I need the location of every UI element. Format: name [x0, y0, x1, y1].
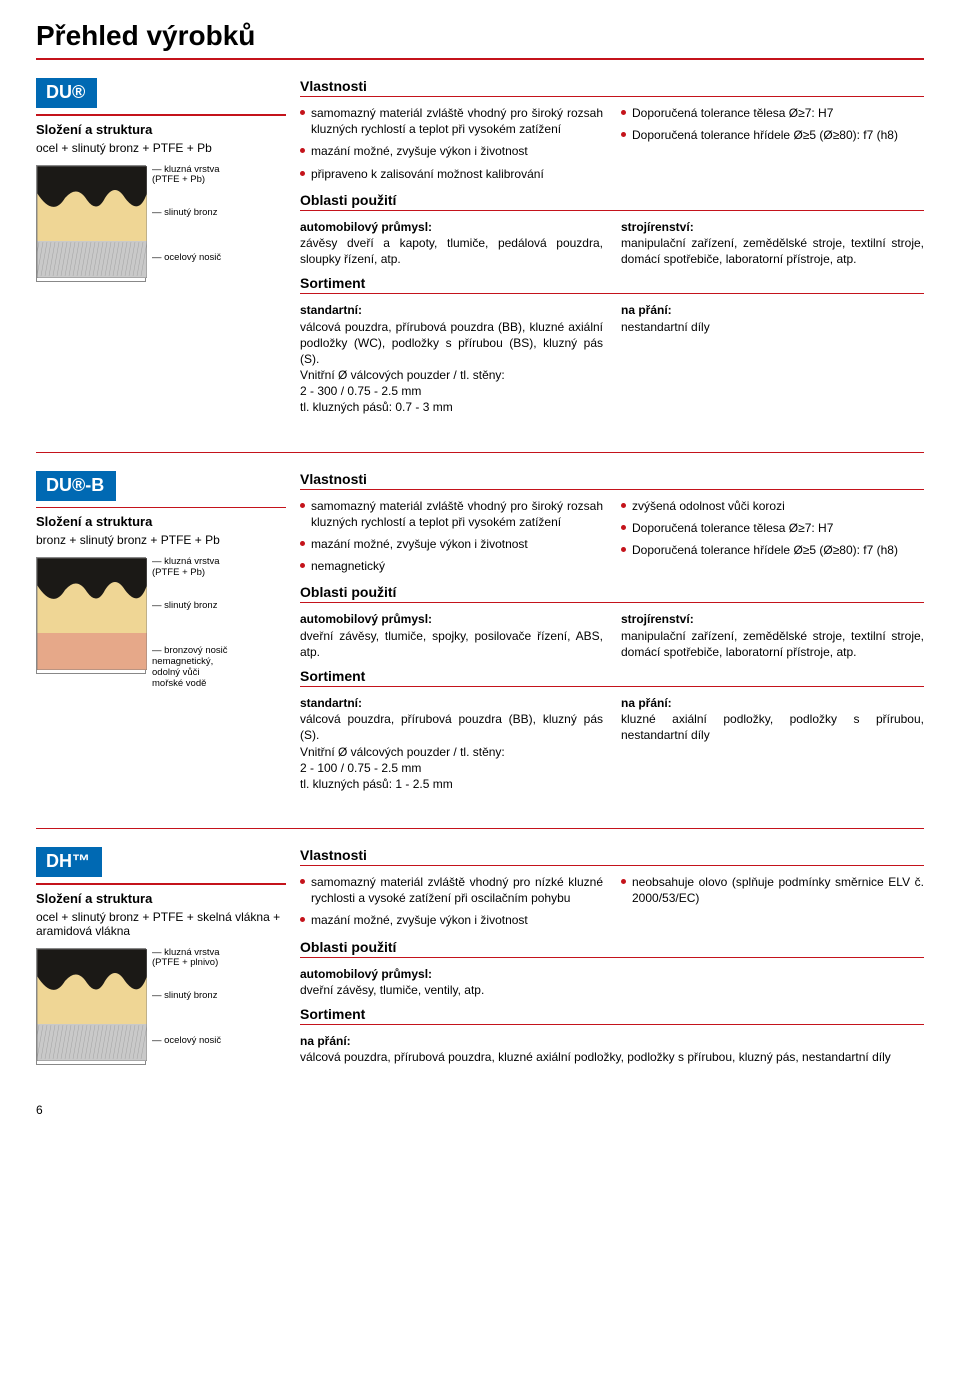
layer-diagram	[36, 165, 146, 282]
engineering-apps: strojírenství:manipulační zařízení, země…	[621, 219, 924, 268]
section-properties: Vlastnosti	[300, 78, 924, 94]
layer-diagram	[36, 557, 146, 674]
product-block: DU® Složení a struktura ocel + slinutý b…	[36, 78, 924, 424]
property-item: Doporučená tolerance hřídele Ø≥5 (Ø≥80):…	[621, 542, 924, 558]
property-item: Doporučená tolerance tělesa Ø≥7: H7	[621, 105, 924, 121]
page-number: 6	[36, 1103, 924, 1117]
property-item: Doporučená tolerance hřídele Ø≥5 (Ø≥80):…	[621, 127, 924, 143]
section-properties: Vlastnosti	[300, 471, 924, 487]
rule	[300, 96, 924, 97]
rule	[300, 1024, 924, 1025]
product-block: DU®-B Složení a struktura bronz + slinut…	[36, 471, 924, 800]
property-item: neobsahuje olovo (splňuje podmínky směrn…	[621, 874, 924, 906]
property-item: nemagnetický	[300, 558, 603, 574]
layer-label: — kluzná vrstva (PTFE + Pb)	[152, 165, 221, 187]
rule	[300, 210, 924, 211]
composition: ocel + slinutý bronz + PTFE + Pb	[36, 141, 286, 155]
section-applications: Oblasti použití	[300, 584, 924, 600]
product-badge: DU®-B	[36, 471, 116, 501]
sortiment-standard: standartní:válcová pouzdra, přírubová po…	[300, 695, 603, 792]
layer-label: — kluzná vrstva (PTFE + Pb)	[152, 557, 228, 579]
property-item: připraveno k zalisování možnost kalibrov…	[300, 166, 603, 182]
layer-label: — slinutý bronz	[152, 991, 221, 1002]
automotive-apps: automobilový průmysl:dveřní závěsy, tlum…	[300, 611, 603, 660]
page-title: Přehled výrobků	[36, 20, 924, 52]
composition: ocel + slinutý bronz + PTFE + skelná vlá…	[36, 910, 286, 938]
rule	[300, 602, 924, 603]
layer-label: — ocelový nosič	[152, 1036, 221, 1047]
sortiment-custom: na přání:kluzné axiální podložky, podlož…	[621, 695, 924, 744]
rule	[300, 293, 924, 294]
property-item: Doporučená tolerance tělesa Ø≥7: H7	[621, 520, 924, 536]
rule	[300, 865, 924, 866]
product-block: DH™ Složení a struktura ocel + slinutý b…	[36, 847, 924, 1073]
layer-label: — slinutý bronz	[152, 601, 228, 612]
section-properties: Vlastnosti	[300, 847, 924, 863]
layer-label: — bronzový nosič nemagnetický, odolný vů…	[152, 646, 228, 690]
automotive-apps: automobilový průmysl:dveřní závěsy, tlum…	[300, 966, 924, 998]
rule	[300, 686, 924, 687]
property-item: mazání možné, zvyšuje výkon i životnost	[300, 536, 603, 552]
rule	[36, 507, 286, 509]
sortiment-custom: na přání:válcová pouzdra, přírubová pouz…	[300, 1033, 924, 1065]
layer-label: — ocelový nosič	[152, 253, 221, 264]
property-item: samomazný materiál zvláště vhodný pro ní…	[300, 874, 603, 906]
structure-title: Složení a struktura	[36, 891, 286, 906]
divider-rule	[36, 828, 924, 829]
property-item: samomazný materiál zvláště vhodný pro ši…	[300, 498, 603, 530]
layer-diagram	[36, 948, 146, 1065]
divider-rule	[36, 452, 924, 453]
section-sortiment: Sortiment	[300, 275, 924, 291]
engineering-apps: strojírenství:manipulační zařízení, země…	[621, 611, 924, 660]
rule	[36, 114, 286, 116]
structure-title: Složení a struktura	[36, 122, 286, 137]
automotive-apps: automobilový průmysl:závěsy dveří a kapo…	[300, 219, 603, 268]
rule	[36, 883, 286, 885]
section-sortiment: Sortiment	[300, 1006, 924, 1022]
layer-diagram-icon	[37, 558, 147, 670]
section-applications: Oblasti použití	[300, 939, 924, 955]
product-badge: DH™	[36, 847, 102, 877]
title-rule	[36, 58, 924, 60]
rule	[300, 957, 924, 958]
sortiment-custom: na přání:nestandartní díly	[621, 302, 924, 334]
layer-diagram-icon	[37, 949, 147, 1061]
sortiment-standard: standartní:válcová pouzdra, přírubová po…	[300, 302, 603, 415]
property-item: mazání možné, zvyšuje výkon i životnost	[300, 143, 603, 159]
layer-label: — slinutý bronz	[152, 208, 221, 219]
property-item: samomazný materiál zvláště vhodný pro ši…	[300, 105, 603, 137]
property-item: mazání možné, zvyšuje výkon i životnost	[300, 912, 603, 928]
section-sortiment: Sortiment	[300, 668, 924, 684]
property-item: zvýšená odolnost vůči korozi	[621, 498, 924, 514]
rule	[300, 489, 924, 490]
composition: bronz + slinutý bronz + PTFE + Pb	[36, 533, 286, 547]
section-applications: Oblasti použití	[300, 192, 924, 208]
layer-diagram-icon	[37, 166, 147, 278]
structure-title: Složení a struktura	[36, 514, 286, 529]
layer-label: — kluzná vrstva (PTFE + plnivo)	[152, 948, 221, 970]
product-badge: DU®	[36, 78, 97, 108]
